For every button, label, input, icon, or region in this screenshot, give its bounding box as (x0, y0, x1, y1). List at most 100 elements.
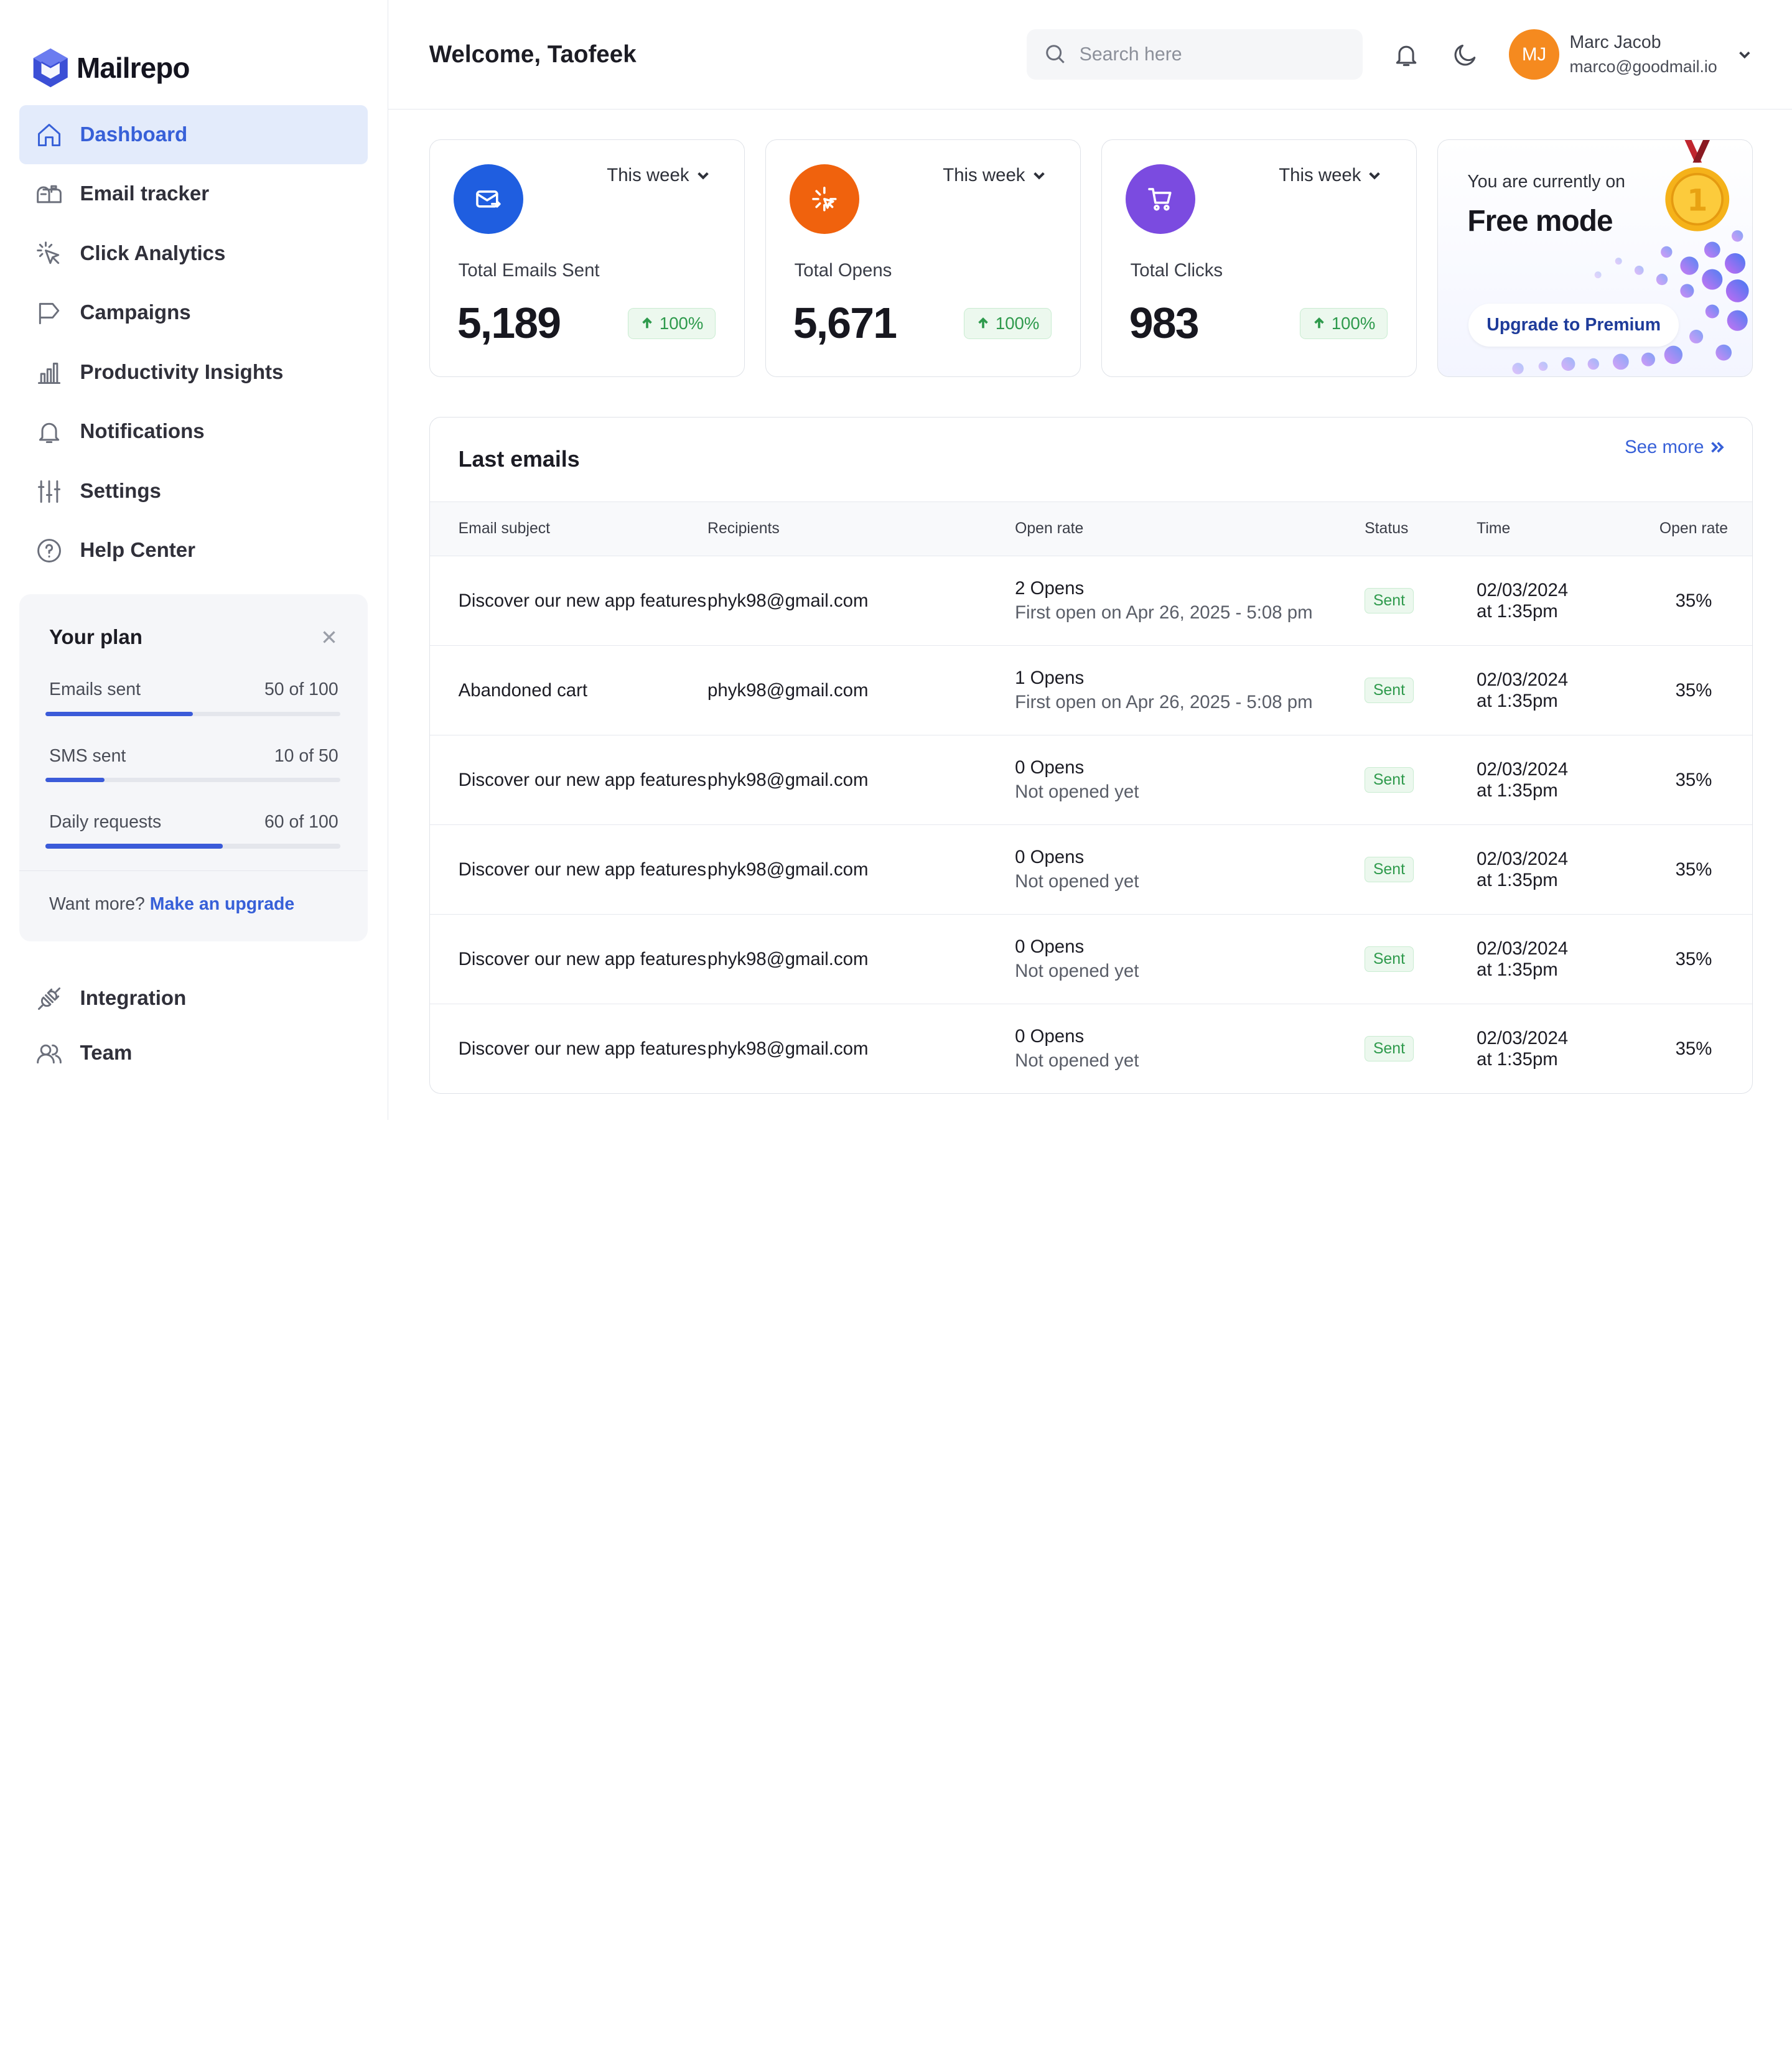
help-circle-icon (34, 536, 64, 566)
period-label: This week (1279, 165, 1361, 186)
sidebar-item-productivity-insights[interactable]: Productivity Insights (19, 343, 368, 403)
column-header[interactable]: Recipients (707, 502, 986, 557)
status-cell: Sent (1365, 735, 1477, 826)
sent-time: at 1:35pm (1477, 1048, 1558, 1070)
open-detail: Not opened yet (1015, 1050, 1139, 1071)
sidebar-item-team[interactable]: Team (19, 1026, 368, 1081)
progress-fill (45, 777, 105, 783)
arrow-up-icon (642, 317, 652, 329)
stat-delta-badge: 100% (1300, 308, 1388, 339)
sidebar-item-dashboard[interactable]: Dashboard (19, 105, 368, 165)
chevrons-right-icon (1710, 441, 1724, 453)
sent-date: 02/03/2024 (1477, 758, 1569, 780)
logo-icon (33, 49, 68, 88)
period-dropdown[interactable]: This week (607, 165, 709, 186)
arrow-up-icon (978, 317, 988, 329)
stat-value: 5,189 (457, 298, 561, 347)
table-row[interactable]: Discover our new app features phyk98@gma… (429, 556, 1752, 646)
email-subject: Discover our new app features (429, 914, 708, 1005)
email-recipient: phyk98@gmail.com (707, 645, 986, 736)
open-rate-value: 35% (1635, 735, 1752, 826)
sidebar-item-settings[interactable]: Settings (19, 462, 368, 521)
see-more-label: See more (1625, 436, 1704, 457)
column-header[interactable]: Open rate (1635, 502, 1752, 557)
sent-time: at 1:35pm (1477, 959, 1558, 980)
user-menu[interactable]: MJ Marc Jacob marco@goodmail.io (1509, 29, 1752, 80)
table-row[interactable]: Discover our new app features phyk98@gma… (429, 735, 1752, 826)
search-input[interactable] (1079, 44, 1331, 65)
time-cell: 02/03/2024 at 1:35pm (1477, 735, 1636, 826)
avatar: MJ (1509, 29, 1559, 80)
time-cell: 02/03/2024 at 1:35pm (1477, 556, 1636, 646)
sidebar-item-label: Campaigns (80, 301, 191, 325)
close-icon[interactable]: ✕ (320, 626, 338, 650)
section-title: Last emails (458, 447, 580, 472)
brand-logo[interactable]: Mailrepo (19, 0, 368, 105)
stat-delta-value: 100% (659, 313, 704, 333)
status-cell: Sent (1365, 824, 1477, 915)
stat-value: 5,671 (793, 298, 897, 347)
sidebar-item-notifications[interactable]: Notifications (19, 402, 368, 462)
column-header[interactable]: Time (1477, 502, 1636, 557)
email-recipient: phyk98@gmail.com (707, 556, 986, 646)
table-row[interactable]: Discover our new app features phyk98@gma… (429, 914, 1752, 1005)
opens-count: 1 Opens (1015, 667, 1085, 688)
sidebar-item-help-center[interactable]: Help Center (19, 521, 368, 581)
table-row[interactable]: Abandoned cart phyk98@gmail.com 1 Opens … (429, 645, 1752, 736)
status-badge: Sent (1365, 588, 1414, 614)
period-dropdown[interactable]: This week (1279, 165, 1381, 186)
sidebar-item-email-tracker[interactable]: Email tracker (19, 164, 368, 224)
sent-date: 02/03/2024 (1477, 579, 1569, 600)
table-row[interactable]: Discover our new app features phyk98@gma… (429, 824, 1752, 915)
stat-card-emails-sent: This week Total Emails Sent 5,189 100% (429, 139, 745, 378)
make-upgrade-link[interactable]: Make an upgrade (149, 894, 295, 915)
stat-label: Total Clicks (1130, 259, 1223, 281)
sidebar-item-integration[interactable]: Integration (19, 971, 368, 1026)
emails-table: Email subject Recipients Open rate Statu… (429, 502, 1752, 1093)
stat-value: 983 (1129, 298, 1200, 347)
open-rate-cell: 0 Opens Not opened yet (985, 914, 1365, 1005)
opens-count: 2 Opens (1015, 577, 1085, 599)
open-rate-value: 35% (1635, 556, 1752, 646)
period-label: This week (607, 165, 689, 186)
mail-send-icon (454, 164, 524, 234)
search-box[interactable] (1027, 29, 1363, 80)
sidebar-nav: Dashboard Email tracker Click Analytics … (19, 105, 368, 581)
sidebar-item-click-analytics[interactable]: Click Analytics (19, 224, 368, 284)
mailbox-icon (34, 179, 64, 209)
promo-mode: Free mode (1467, 204, 1613, 238)
sliders-icon (34, 477, 64, 506)
sidebar-item-label: Notifications (80, 420, 205, 444)
column-header[interactable]: Email subject (429, 502, 708, 557)
table-header-row: Email subject Recipients Open rate Statu… (429, 502, 1752, 557)
notifications-button[interactable] (1383, 32, 1429, 77)
sidebar-item-campaigns[interactable]: Campaigns (19, 283, 368, 343)
theme-toggle-button[interactable] (1443, 32, 1488, 77)
stat-label: Total Opens (794, 259, 892, 281)
open-detail: First open on Apr 26, 2025 - 5:08 pm (1015, 692, 1313, 713)
column-header[interactable]: Open rate (985, 502, 1365, 557)
stat-card-clicks: This week Total Clicks 983 100% (1101, 139, 1417, 378)
stat-card-opens: This week Total Opens 5,671 100% (765, 139, 1081, 378)
opens-count: 0 Opens (1015, 936, 1085, 957)
status-cell: Sent (1365, 645, 1477, 736)
open-rate-value: 35% (1635, 824, 1752, 915)
table-row[interactable]: Discover our new app features phyk98@gma… (429, 1004, 1752, 1093)
user-email: marco@goodmail.io (1569, 57, 1717, 76)
status-badge: Sent (1365, 678, 1414, 704)
open-rate-cell: 0 Opens Not opened yet (985, 1004, 1365, 1093)
upgrade-premium-button[interactable]: Upgrade to Premium (1468, 303, 1679, 347)
plan-title: Your plan (49, 626, 142, 650)
sent-time: at 1:35pm (1477, 780, 1558, 801)
column-header[interactable]: Status (1365, 502, 1477, 557)
see-more-link[interactable]: See more (1625, 437, 1724, 458)
sidebar: Mailrepo Dashboard Email tracker Click A… (0, 0, 388, 1120)
sidebar-item-label: Team (80, 1042, 133, 1065)
period-dropdown[interactable]: This week (943, 165, 1045, 186)
email-recipient: phyk98@gmail.com (707, 824, 986, 915)
status-badge: Sent (1365, 767, 1414, 793)
email-subject: Abandoned cart (429, 645, 708, 736)
open-rate-value: 35% (1635, 1004, 1752, 1093)
progress-bar (45, 777, 341, 783)
status-cell: Sent (1365, 556, 1477, 646)
